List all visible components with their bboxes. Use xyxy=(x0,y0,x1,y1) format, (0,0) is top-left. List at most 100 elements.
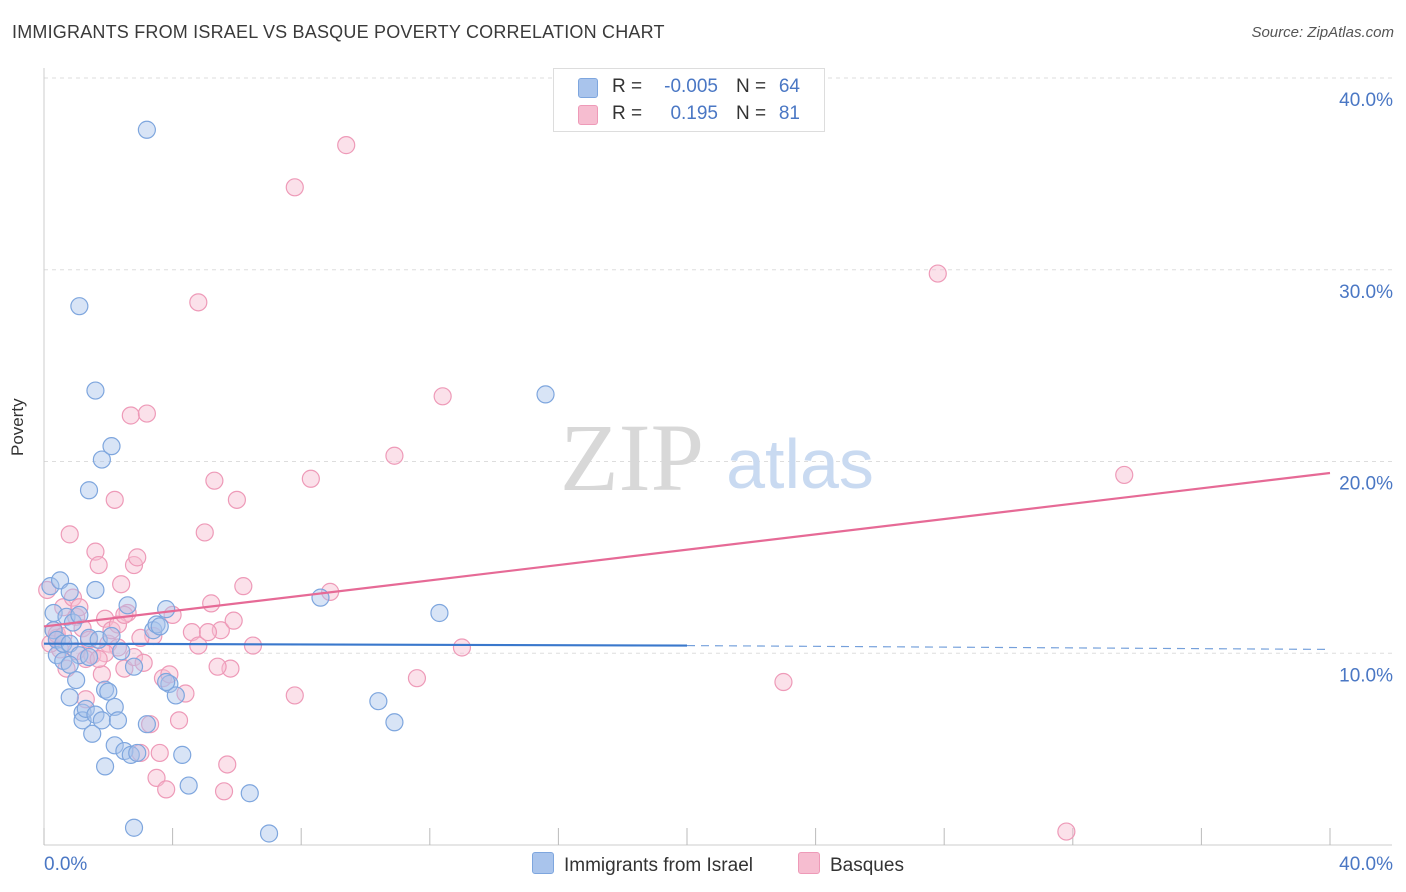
israel-point xyxy=(179,776,198,795)
source-label: Source: ZipAtlas.com xyxy=(1251,24,1394,41)
israel-point xyxy=(150,617,169,636)
x-tick-label: 0.0% xyxy=(44,854,87,875)
israel-point xyxy=(121,745,140,764)
israel-point xyxy=(60,582,79,601)
israel-point xyxy=(160,674,179,694)
israel-point xyxy=(108,711,128,730)
bottom-legend-swatch-israel xyxy=(532,852,554,874)
israel-point xyxy=(60,655,79,674)
bottom-legend-israel: Immigrants from Israel xyxy=(532,852,753,877)
basques-point xyxy=(224,611,243,630)
israel-point xyxy=(137,120,156,139)
basques-point xyxy=(1115,465,1134,485)
y-tick-label: 20.0% xyxy=(1339,474,1393,495)
basques-point xyxy=(189,293,208,312)
israel-point xyxy=(60,688,79,707)
israel-point xyxy=(102,437,121,456)
trend-lines xyxy=(43,471,1331,651)
basques-point xyxy=(70,598,89,617)
legend-row-basques: R = 0.195 N = 81 xyxy=(554,101,824,127)
israel-points xyxy=(41,120,555,843)
israel-point xyxy=(95,680,115,699)
y-tick-label: 40.0% xyxy=(1339,90,1393,111)
israel-trend-extension xyxy=(686,644,1331,651)
legend-r-value: 0.195 xyxy=(670,103,718,124)
israel-point xyxy=(70,297,89,316)
basques-point xyxy=(157,780,176,799)
basques-point xyxy=(137,404,156,423)
israel-point xyxy=(147,615,166,634)
israel-point xyxy=(137,715,156,734)
bottom-legend-basques: Basques xyxy=(798,852,904,877)
basques-point xyxy=(928,264,947,283)
israel-point xyxy=(157,600,176,619)
basques-point xyxy=(134,653,153,672)
basques-point xyxy=(50,640,70,659)
grid-layer xyxy=(44,77,1392,654)
y-tick-label: 30.0% xyxy=(1339,282,1393,303)
legend-r-value: -0.005 xyxy=(664,76,718,97)
legend-row-israel: R = -0.005 N = 64 xyxy=(554,74,824,100)
basques-point xyxy=(108,615,128,634)
israel-point xyxy=(166,686,185,705)
bottom-legend-swatch-basques xyxy=(798,852,820,874)
israel-point xyxy=(105,736,124,755)
israel-point xyxy=(536,385,555,404)
basques-point xyxy=(121,406,140,425)
axes-layer xyxy=(43,68,1392,846)
basques-point xyxy=(128,548,147,567)
israel-point xyxy=(369,692,388,711)
legend-n-label: N = xyxy=(736,76,767,97)
israel-point xyxy=(70,605,89,625)
basques-point xyxy=(205,471,224,490)
basques-point xyxy=(285,686,304,705)
basques-point xyxy=(73,619,92,638)
legend-swatch-basques xyxy=(578,105,598,125)
basques-point xyxy=(234,577,253,596)
watermark-atlas: atlas xyxy=(726,425,874,503)
basques-point xyxy=(208,657,227,676)
israel-point xyxy=(385,713,404,732)
basques-point xyxy=(202,594,221,613)
israel-point xyxy=(67,670,86,690)
basques-point xyxy=(198,623,218,642)
basques-point xyxy=(86,542,105,561)
israel-point xyxy=(173,745,192,764)
israel-point xyxy=(83,724,102,743)
basques-point xyxy=(337,136,356,155)
israel-point xyxy=(76,699,95,718)
israel-point xyxy=(105,697,124,717)
tick-labels: 10.0% 20.0% 30.0% 40.0% 0.0% 40.0% xyxy=(44,90,1393,875)
legend-r-label: R = xyxy=(612,76,643,97)
basques-point xyxy=(218,755,237,774)
israel-point xyxy=(259,824,279,843)
basques-point xyxy=(227,490,246,509)
basques-point xyxy=(385,446,404,465)
basques-point xyxy=(105,490,124,509)
israel-point xyxy=(41,577,60,596)
legend-r-label: R = xyxy=(612,103,643,124)
israel-point xyxy=(79,481,99,500)
legend-n-label: N = xyxy=(736,103,767,124)
israel-point xyxy=(99,682,118,701)
basques-point xyxy=(1057,822,1076,841)
basques-point xyxy=(433,387,452,406)
watermark: ZIP atlas xyxy=(560,404,874,511)
israel-point xyxy=(92,450,111,469)
israel-point xyxy=(112,642,131,661)
basques-point xyxy=(63,588,83,607)
israel-point xyxy=(240,784,259,803)
chart-title: IMMIGRANTS FROM ISRAEL VS BASQUE POVERTY… xyxy=(12,22,665,42)
israel-point xyxy=(79,647,99,667)
basques-point xyxy=(150,743,169,763)
basques-point xyxy=(112,575,131,594)
basques-point xyxy=(243,636,263,655)
israel-point xyxy=(92,711,111,730)
legend-swatch-israel xyxy=(578,78,598,98)
basques-point xyxy=(60,525,79,544)
israel-point xyxy=(86,381,105,400)
basques-point xyxy=(92,665,111,684)
basques-point xyxy=(301,469,320,488)
basques-point xyxy=(285,178,304,197)
